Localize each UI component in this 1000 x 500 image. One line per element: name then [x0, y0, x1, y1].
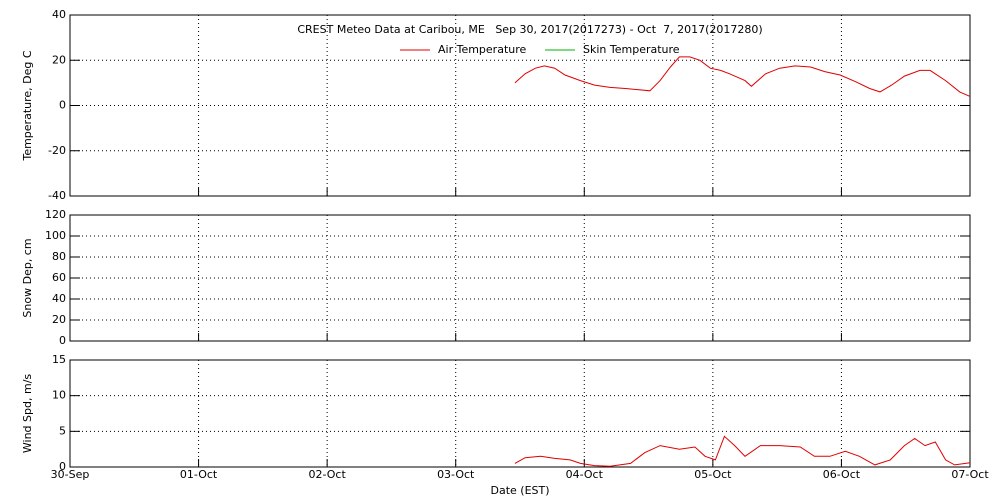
plot-frame	[69, 359, 971, 468]
y-tick-label: 60	[52, 271, 66, 284]
data-line	[514, 435, 971, 467]
plot-frame	[69, 214, 971, 342]
x-tick-label: 02-Oct	[308, 468, 346, 481]
plot-frame	[69, 14, 971, 197]
y-tick-label: 10	[52, 389, 66, 402]
legend-label: Skin Temperature	[583, 43, 680, 56]
y-tick-label: 0	[59, 99, 66, 112]
y-tick-label: 100	[45, 229, 66, 242]
x-tick-label: 07-Oct	[951, 468, 989, 481]
x-axis-label: Date (EST)	[490, 484, 549, 497]
y-tick-label: 15	[52, 353, 66, 366]
x-tick-label: 04-Oct	[566, 468, 604, 481]
y-axis-label: Wind Spd, m/s	[21, 374, 34, 454]
y-tick-label: 0	[59, 334, 66, 347]
y-tick-label: 40	[52, 292, 66, 305]
y-tick-label: 80	[52, 250, 66, 263]
y-tick-label: -20	[48, 144, 66, 157]
y-tick-label: 0	[59, 460, 66, 473]
x-tick-label: 05-Oct	[694, 468, 732, 481]
legend-label: Air Temperature	[438, 43, 527, 56]
data-line	[514, 56, 971, 97]
y-axis-label: Temperature, Deg C	[21, 50, 34, 161]
x-tick-label: 03-Oct	[437, 468, 475, 481]
y-tick-label: 120	[45, 208, 66, 221]
y-tick-label: 40	[52, 8, 66, 21]
x-tick-label: 30-Sep	[51, 468, 90, 481]
y-tick-label: 20	[52, 313, 66, 326]
chart-title: CREST Meteo Data at Caribou, ME Sep 30, …	[297, 23, 762, 36]
y-tick-label: 5	[59, 424, 66, 437]
y-tick-label: -40	[48, 189, 66, 202]
y-axis-label: Snow Dep, cm	[21, 238, 34, 317]
y-tick-label: 20	[52, 53, 66, 66]
x-tick-label: 06-Oct	[823, 468, 861, 481]
x-tick-label: 01-Oct	[180, 468, 218, 481]
